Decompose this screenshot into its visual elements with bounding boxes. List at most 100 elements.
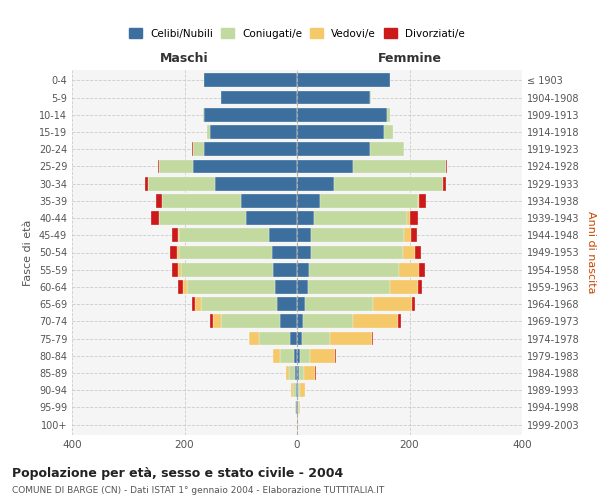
Bar: [183, 280, 187, 294]
Bar: [296, 384, 297, 397]
Bar: [158, 160, 159, 173]
Bar: [310, 349, 335, 362]
Bar: [297, 298, 305, 311]
Bar: [274, 263, 297, 276]
Bar: [298, 384, 301, 397]
Bar: [298, 400, 299, 414]
Bar: [145, 176, 148, 190]
Bar: [293, 384, 296, 397]
Bar: [390, 280, 418, 294]
Bar: [211, 314, 212, 328]
Y-axis label: Anni di nascita: Anni di nascita: [586, 211, 596, 294]
Bar: [204, 142, 297, 156]
Bar: [302, 314, 353, 328]
Bar: [300, 349, 310, 362]
Bar: [297, 142, 370, 156]
Bar: [297, 176, 334, 190]
Bar: [311, 246, 403, 260]
Bar: [194, 298, 202, 311]
Bar: [259, 332, 290, 345]
Bar: [297, 349, 300, 362]
Bar: [297, 263, 310, 276]
Bar: [269, 228, 297, 242]
Text: Maschi: Maschi: [160, 52, 209, 65]
Bar: [249, 332, 259, 345]
Bar: [443, 176, 446, 190]
Bar: [299, 366, 304, 380]
Bar: [297, 108, 387, 122]
Bar: [400, 263, 419, 276]
Bar: [274, 349, 280, 362]
Bar: [301, 384, 305, 397]
Bar: [370, 90, 371, 104]
Bar: [297, 228, 311, 242]
Bar: [419, 263, 425, 276]
Bar: [172, 263, 178, 276]
Bar: [297, 366, 299, 380]
Bar: [212, 314, 221, 328]
Bar: [177, 246, 179, 260]
Bar: [193, 142, 204, 156]
Bar: [297, 74, 390, 87]
Bar: [446, 160, 447, 173]
Bar: [297, 384, 298, 397]
Bar: [329, 332, 372, 345]
Bar: [305, 298, 373, 311]
Bar: [202, 298, 277, 311]
Bar: [178, 280, 183, 294]
Legend: Celibi/Nubili, Coniugati/e, Vedovi/e, Divorziati/e: Celibi/Nubili, Coniugati/e, Vedovi/e, Di…: [125, 24, 469, 42]
Bar: [404, 228, 410, 242]
Bar: [412, 298, 415, 311]
Bar: [398, 314, 401, 328]
Bar: [275, 280, 297, 294]
Bar: [294, 349, 297, 362]
Bar: [290, 332, 297, 345]
Bar: [314, 211, 407, 225]
Bar: [207, 125, 210, 139]
Bar: [418, 194, 419, 207]
Bar: [210, 125, 297, 139]
Text: Popolazione per età, sesso e stato civile - 2004: Popolazione per età, sesso e stato civil…: [12, 468, 343, 480]
Bar: [295, 366, 297, 380]
Bar: [221, 90, 297, 104]
Bar: [172, 228, 178, 242]
Bar: [419, 194, 426, 207]
Bar: [295, 400, 296, 414]
Bar: [308, 280, 390, 294]
Bar: [148, 176, 215, 190]
Bar: [415, 246, 421, 260]
Bar: [407, 211, 409, 225]
Bar: [286, 366, 289, 380]
Bar: [247, 211, 297, 225]
Bar: [297, 125, 384, 139]
Bar: [410, 228, 418, 242]
Bar: [372, 332, 373, 345]
Bar: [181, 263, 274, 276]
Bar: [204, 108, 297, 122]
Bar: [151, 211, 159, 225]
Bar: [204, 74, 297, 87]
Bar: [157, 194, 162, 207]
Bar: [159, 211, 247, 225]
Bar: [353, 160, 446, 173]
Bar: [304, 366, 315, 380]
Bar: [320, 194, 418, 207]
Bar: [193, 160, 297, 173]
Bar: [297, 90, 370, 104]
Bar: [277, 298, 297, 311]
Bar: [187, 280, 275, 294]
Bar: [179, 228, 269, 242]
Bar: [297, 211, 314, 225]
Bar: [418, 280, 422, 294]
Bar: [297, 246, 311, 260]
Bar: [178, 228, 179, 242]
Bar: [311, 228, 404, 242]
Bar: [162, 194, 241, 207]
Bar: [289, 366, 295, 380]
Bar: [292, 384, 293, 397]
Bar: [221, 314, 280, 328]
Bar: [280, 349, 294, 362]
Bar: [299, 400, 301, 414]
Bar: [297, 194, 320, 207]
Bar: [215, 176, 297, 190]
